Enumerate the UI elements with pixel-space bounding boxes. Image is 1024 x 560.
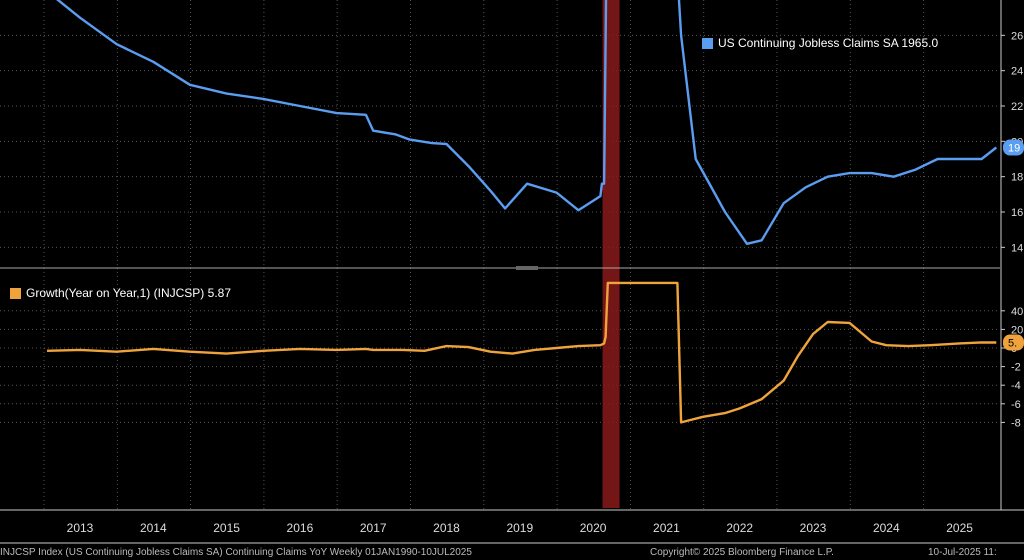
last-value-tag-bottom	[1003, 334, 1024, 351]
footer-date: 10-Jul-2025 11:	[928, 547, 997, 558]
x-tick-label: 2015	[213, 521, 240, 535]
legend-bottom-label: Growth(Year on Year,1) (INJCSP) 5.87	[26, 286, 231, 300]
series-line-series-top	[56, 0, 998, 246]
x-tick-label: 2019	[506, 521, 533, 535]
y-tick-label-top: 14	[1011, 242, 1023, 254]
x-tick-label: 2024	[873, 521, 900, 535]
y-tick-label-bottom: -2	[1011, 362, 1021, 374]
y-tick-label-bottom: -4	[1011, 380, 1021, 392]
series-continuing-claims	[56, 0, 998, 246]
x-tick-label: 2020	[580, 521, 607, 535]
y-tick-label-top: 22	[1011, 101, 1023, 113]
series-line-series-bottom	[46, 281, 997, 424]
y-tick-label-top: 18	[1011, 172, 1023, 184]
x-tick-label: 2014	[140, 521, 167, 535]
legend-top-label: US Continuing Jobless Claims SA 1965.0	[718, 36, 939, 50]
series-yoy-growth	[46, 281, 997, 424]
tick-labels: 2013 2014 2015 2016 2017 2018 2019 2020 2021 2022…	[67, 30, 1024, 535]
x-tick-label: 2023	[800, 521, 827, 535]
legend-bottom-swatch	[10, 287, 21, 299]
legend-top: US Continuing Jobless Claims SA 1965.0	[702, 36, 938, 50]
y-tick-label-top: 24	[1011, 66, 1023, 78]
panel-divider-handle	[516, 266, 538, 270]
y-tick-label-bottom: -6	[1011, 399, 1021, 411]
x-tick-label: 2016	[287, 521, 314, 535]
y-tick-label-top: 16	[1011, 207, 1023, 219]
footer-copyright: Copyright© 2025 Bloomberg Finance L.P.	[650, 547, 834, 558]
x-tick-label: 2022	[726, 521, 753, 535]
y-tick-label-bottom: 20	[1011, 324, 1023, 336]
x-tick-label: 2025	[946, 521, 973, 535]
y-tick-label-top: 26	[1011, 30, 1023, 42]
axes	[0, 0, 1024, 544]
y-tick-label-bottom: -8	[1011, 417, 1021, 429]
footer-source: INJCSP Index (US Continuing Jobless Clai…	[0, 547, 472, 558]
legend-top-swatch	[702, 37, 713, 49]
x-tick-label: 2017	[360, 521, 387, 535]
x-tick-label: 2013	[67, 521, 94, 535]
recession-band	[602, 0, 620, 508]
x-tick-label: 2021	[653, 521, 680, 535]
grid	[0, 0, 1000, 510]
last-value-text-top: 19	[1008, 143, 1020, 155]
x-tick-label: 2018	[433, 521, 460, 535]
last-value-text-bottom: 5.	[1008, 338, 1017, 350]
last-value-tag-top	[1003, 139, 1024, 156]
legend-bottom: Growth(Year on Year,1) (INJCSP) 5.87	[10, 286, 231, 300]
y-tick-label-bottom: 40	[1011, 306, 1023, 318]
recession-shading	[602, 0, 620, 508]
